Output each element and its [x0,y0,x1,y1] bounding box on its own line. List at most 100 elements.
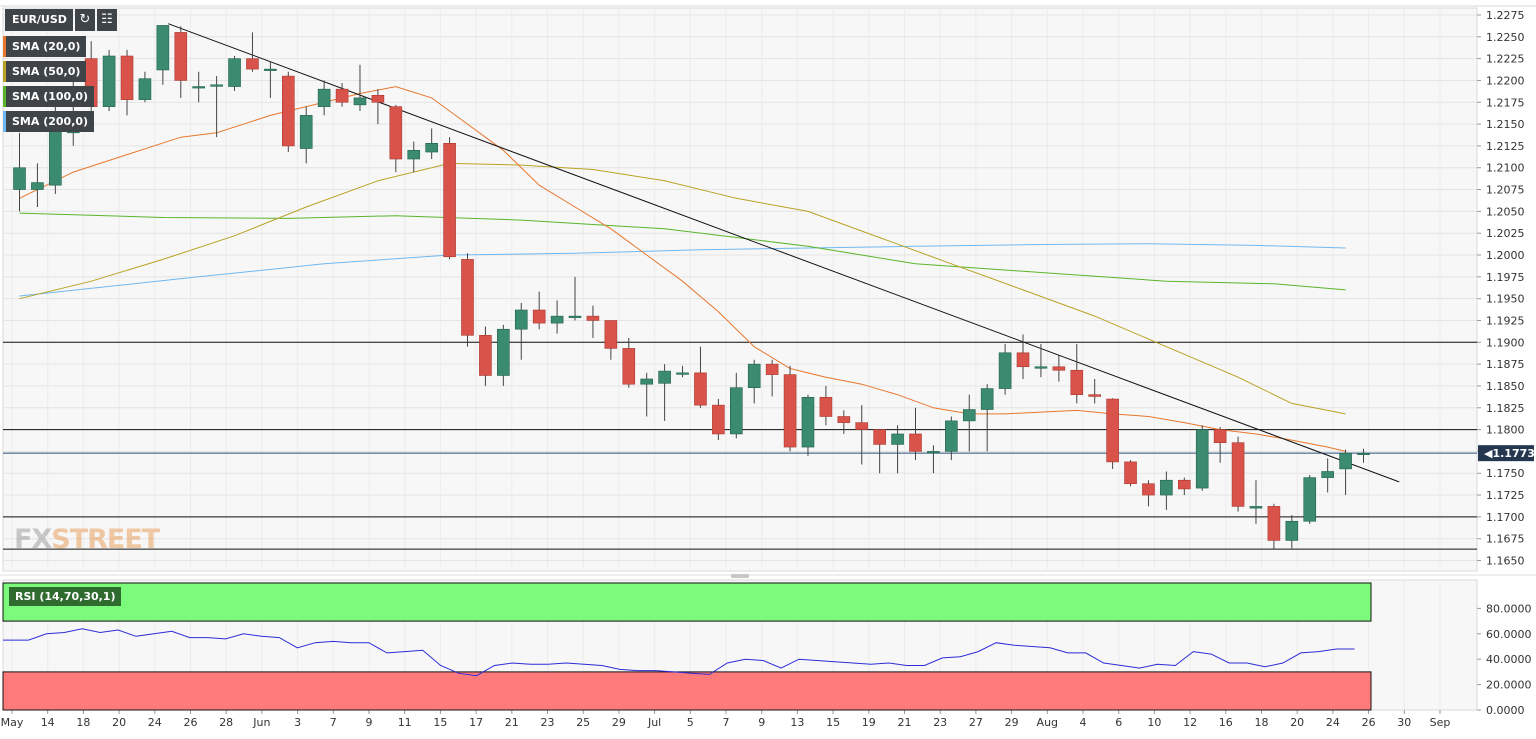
candle-body [1303,477,1317,522]
price-y-tick-label: 1.1975 [1486,271,1525,284]
x-tick-label: Jul [647,716,661,729]
candle-body [532,309,546,324]
candle-body [192,86,205,89]
x-tick-label: 15 [433,716,447,729]
price-y-tick-label: 1.2200 [1486,74,1525,87]
x-tick-label: 6 [1115,716,1122,729]
pane-resize-handle[interactable] [731,574,749,578]
price-y-tick-label: 1.2125 [1486,140,1525,153]
candle-body [568,315,582,318]
rsi-line [3,628,1355,677]
x-tick-label: 26 [1362,716,1376,729]
x-tick-label: 11 [398,716,412,729]
candle-body [1321,471,1334,478]
candle-body [1178,479,1191,490]
legend-label: SMA (100,0) [6,86,95,107]
x-tick-label: 17 [469,716,483,729]
candle-body [801,396,815,448]
current-price-label: ◀1.177310 [1484,447,1536,460]
price-y-tick-label: 1.2150 [1486,118,1525,131]
price-y-tick-label: 1.1800 [1486,424,1525,437]
legend-swatch [3,86,6,107]
candle-body [1339,452,1352,470]
candle-body [765,363,779,375]
sma50-line [19,162,1346,415]
x-tick-label: 18 [1255,716,1269,729]
candle-body [31,182,44,190]
chart-settings-icon[interactable]: ☷ [96,9,117,31]
candle-body [210,84,223,87]
price-y-tick-label: 1.2025 [1486,227,1525,240]
candle-body [1052,366,1066,371]
candle-body [640,378,654,385]
candle-body [1231,442,1245,507]
price-y-tick-label: 1.2175 [1486,96,1525,109]
x-tick-label: 24 [148,716,162,729]
candle-body [891,433,904,445]
candle-body [873,429,886,445]
x-tick-label: Jun [252,716,270,729]
x-tick-label: 7 [723,716,730,729]
candle-body [676,372,689,375]
legend-sma-20[interactable]: SMA (20,0) [3,36,87,57]
candle-body [1016,352,1030,368]
candle-body [586,315,600,321]
x-tick-label: 30 [1397,716,1411,729]
candle-body [353,97,367,106]
candle-body [622,348,636,385]
legend-sma-50[interactable]: SMA (50,0) [3,61,87,82]
candle-body [550,315,564,324]
x-tick-label: 21 [505,716,519,729]
x-tick-label: 10 [1147,716,1161,729]
rsi-y-tick-label: 60.0000 [1486,628,1532,641]
rsi-indicator-label[interactable]: RSI (14,70,30,1) [9,587,122,606]
candle-body [819,396,833,417]
price-y-tick-label: 1.2100 [1486,162,1525,175]
candle-body [1106,398,1119,463]
candle-body [1142,483,1155,496]
x-tick-label: 24 [1326,716,1340,729]
candle-body [1124,461,1137,485]
candle-body [246,58,259,70]
x-tick-label: 29 [612,716,626,729]
sma200-line [19,243,1346,297]
candle-body [514,309,528,330]
candle-body [927,451,940,454]
legend-sma-200[interactable]: SMA (200,0) [3,111,95,132]
symbol-label[interactable]: EUR/USD [5,9,73,31]
candle-body [1285,520,1299,541]
price-y-tick-label: 1.2075 [1486,184,1525,197]
x-tick-label: 15 [826,716,840,729]
candle-body [371,94,385,103]
price-y-tick-label: 1.1875 [1486,358,1525,371]
candle-body [425,142,438,153]
x-tick-label: 14 [41,716,55,729]
x-tick-label: May [1,716,24,729]
refresh-icon[interactable]: ↻ [74,9,95,31]
x-tick-label: 7 [330,716,337,729]
x-tick-label: 9 [366,716,373,729]
candle-body [174,32,188,81]
x-tick-label: 23 [933,716,947,729]
x-tick-label: Aug [1037,716,1058,729]
candle-body [228,58,241,87]
x-tick-label: 3 [294,716,301,729]
rsi-y-tick-label: 80.0000 [1486,602,1532,615]
candle-body [461,259,474,336]
rsi-overbought-zone [2,582,1372,622]
candle-body [945,420,958,452]
x-tick-label: 26 [184,716,198,729]
legend-swatch [3,61,6,82]
sma20-line [19,86,1346,452]
x-tick-label: 20 [112,716,126,729]
fxstreet-watermark-logo: FXSTREET [14,524,160,555]
x-tick-label: 20 [1290,716,1304,729]
rsi-y-tick-label: 40.0000 [1486,653,1532,666]
price-y-tick-label: 1.2275 [1486,9,1525,22]
legend-sma-100[interactable]: SMA (100,0) [3,86,95,107]
x-tick-label: Sep [1430,716,1451,729]
candle-body [1195,429,1209,489]
price-y-tick-label: 1.1825 [1486,402,1525,415]
x-tick-label: 9 [758,716,765,729]
